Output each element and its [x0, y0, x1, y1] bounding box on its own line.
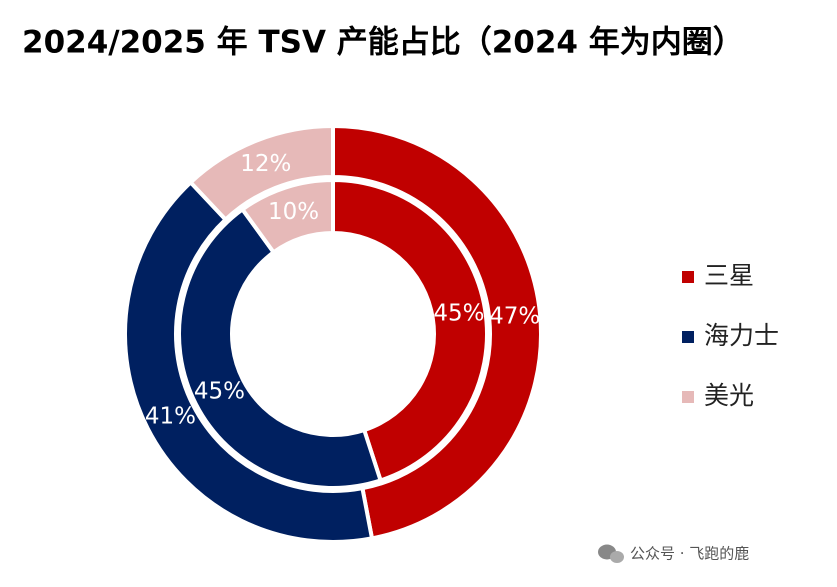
chart-title: 2024/2025 年 TSV 产能占比（2024 年为内圈） [22, 25, 744, 61]
legend-label: 海力士 [704, 321, 779, 350]
donut-segment [331, 123, 543, 541]
donut-segment [187, 123, 335, 223]
donut-segment [239, 177, 335, 256]
watermark: 公众号 · 飞跑的鹿 [630, 545, 749, 563]
legend-swatch [682, 391, 694, 403]
data-label: 45% [194, 378, 245, 404]
data-label: 12% [240, 151, 291, 177]
donut-segment [331, 177, 489, 483]
data-label: 45% [433, 301, 484, 327]
donut-segment [177, 206, 384, 490]
data-label: 41% [145, 403, 196, 429]
data-label: 10% [268, 199, 319, 225]
data-label: 47% [489, 303, 540, 329]
legend-swatch [682, 271, 694, 283]
legend-label: 三星 [704, 261, 754, 290]
legend-swatch [682, 331, 694, 343]
donut-segment [123, 179, 375, 544]
legend-label: 美光 [704, 381, 754, 410]
watermark-icon [598, 544, 624, 563]
